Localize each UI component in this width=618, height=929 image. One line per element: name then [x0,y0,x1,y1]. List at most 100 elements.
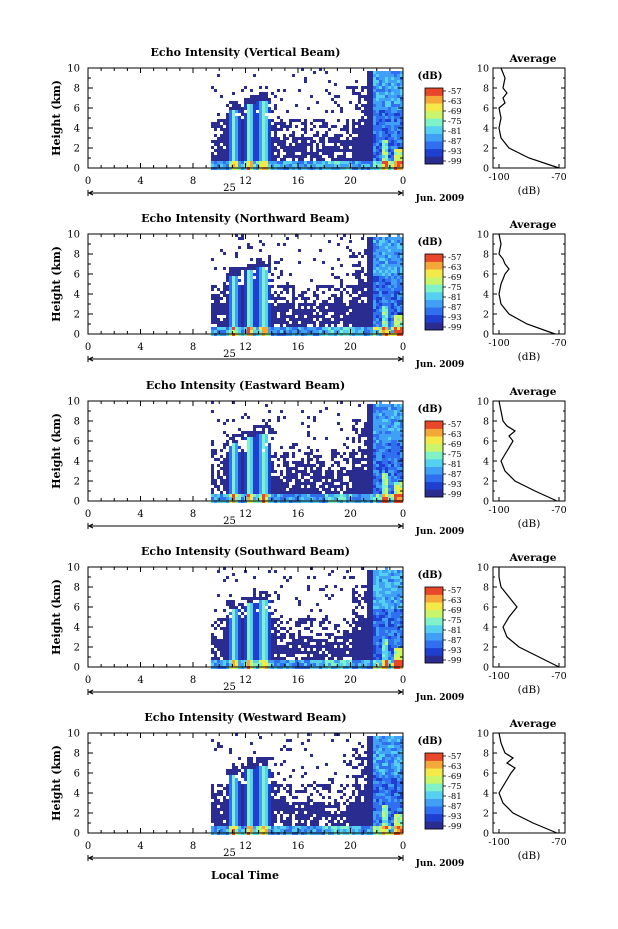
average-x-tick-label: -100 [488,338,509,349]
x-tick-label: 16 [292,176,305,187]
x-tick-label: 8 [190,675,196,686]
average-y-tick-label: 2 [483,809,489,820]
x-tick-label: 0 [400,509,406,520]
y-tick-label: 8 [74,749,80,760]
average-y-tick-label: 8 [483,749,489,760]
colorbar-tick-label: -75 [448,616,462,626]
y-tick-label: 2 [74,809,80,820]
colorbar-tick-label: -93 [448,147,462,157]
average-y-tick-label: 8 [483,250,489,261]
average-x-tick-label: -100 [488,172,509,183]
panel-title: Echo Intensity (Vertical Beam) [150,46,340,59]
colorbar [425,421,443,498]
x-tick-label: 0 [400,342,406,353]
x-tick-label: 12 [239,509,252,520]
y-tick-label: 10 [67,397,80,408]
y-tick-label: 6 [74,769,80,780]
y-axis-label: Height (km) [50,579,63,655]
average-x-tick-label: -100 [488,505,509,516]
colorbar-tick-label: -99 [448,822,462,832]
y-tick-label: 10 [67,563,80,574]
colorbar-tick-label: -69 [448,606,462,616]
colorbar-tick-label: -93 [448,480,462,490]
colorbar-tick-label: -63 [448,263,462,273]
average-y-tick-label: 8 [483,84,489,95]
colorbar-tick-label: -99 [448,490,462,500]
colorbar-tick-label: -57 [448,253,462,263]
colorbar [425,587,443,664]
y-tick-label: 4 [74,789,80,800]
x-tick-label: 0 [400,841,406,852]
average-y-tick-label: 6 [483,270,489,281]
colorbar-unit: (dB) [418,570,443,581]
average-x-tick-label: -100 [488,671,509,682]
colorbar-tick-label: -69 [448,273,462,283]
average-y-tick-label: 10 [477,64,489,75]
day-label: 25 [223,516,236,527]
x-tick-label: 4 [137,176,143,187]
colorbar-tick-label: -87 [448,303,462,313]
colorbar-unit: (dB) [418,736,443,747]
colorbar-tick-label: -69 [448,107,462,117]
average-x-label: (dB) [518,185,541,197]
month-year-label: Jun. 2009 [415,360,465,370]
average-y-tick-label: 6 [483,603,489,614]
y-tick-label: 2 [74,643,80,654]
x-tick-label: 0 [85,841,91,852]
average-y-tick-label: 2 [483,477,489,488]
colorbar-unit: (dB) [418,237,443,248]
x-tick-label: 16 [292,675,305,686]
colorbar-tick-label: -57 [448,420,462,430]
average-y-tick-label: 8 [483,583,489,594]
colorbar-tick-label: -87 [448,636,462,646]
x-axis-label: Local Time [211,869,279,882]
average-x-label: (dB) [518,518,541,530]
colorbar-unit: (dB) [418,404,443,415]
colorbar-tick-label: -63 [448,97,462,107]
x-tick-label: 4 [137,509,143,520]
colorbar-tick-label: -75 [448,283,462,293]
colorbar-tick-label: -81 [448,460,462,470]
colorbar-tick-label: -81 [448,293,462,303]
colorbar-tick-label: -93 [448,646,462,656]
average-frame [492,732,566,834]
x-tick-label: 16 [292,509,305,520]
heatmap-field [211,234,403,336]
panel-title: Echo Intensity (Southward Beam) [141,545,350,558]
x-tick-label: 16 [292,342,305,353]
colorbar-tick-label: -93 [448,313,462,323]
average-x-tick-label: -70 [551,837,566,848]
average-y-tick-label: 2 [483,643,489,654]
average-y-tick-label: 4 [483,789,489,800]
heatmap-field [211,68,403,170]
average-title: Average [509,53,557,65]
colorbar-tick-label: -99 [448,656,462,666]
average-profile-line [498,732,558,834]
average-y-tick-label: 0 [483,497,489,508]
average-x-tick-label: -70 [551,338,566,349]
average-y-tick-label: 2 [483,144,489,155]
average-y-tick-label: 10 [477,729,489,740]
x-tick-label: 0 [85,675,91,686]
colorbar-tick-label: -99 [448,323,462,333]
y-tick-label: 2 [74,144,80,155]
colorbar-tick-label: -63 [448,762,462,772]
average-profile-line [498,233,556,335]
panel-title: Echo Intensity (Westward Beam) [144,711,346,724]
x-tick-label: 16 [292,841,305,852]
average-x-tick-label: -70 [551,505,566,516]
y-tick-label: 4 [74,457,80,468]
colorbar-tick-label: -57 [448,87,462,97]
colorbar-tick-label: -63 [448,430,462,440]
average-y-tick-label: 4 [483,457,489,468]
colorbar-tick-label: -69 [448,772,462,782]
y-axis-label: Height (km) [50,745,63,821]
heatmap-field [211,733,403,835]
panel-title: Echo Intensity (Eastward Beam) [146,379,345,392]
average-profile-line [498,567,560,668]
x-tick-label: 12 [239,342,252,353]
average-title: Average [509,718,557,730]
average-y-tick-label: 10 [477,230,489,241]
x-tick-label: 12 [239,675,252,686]
average-y-tick-label: 6 [483,104,489,115]
